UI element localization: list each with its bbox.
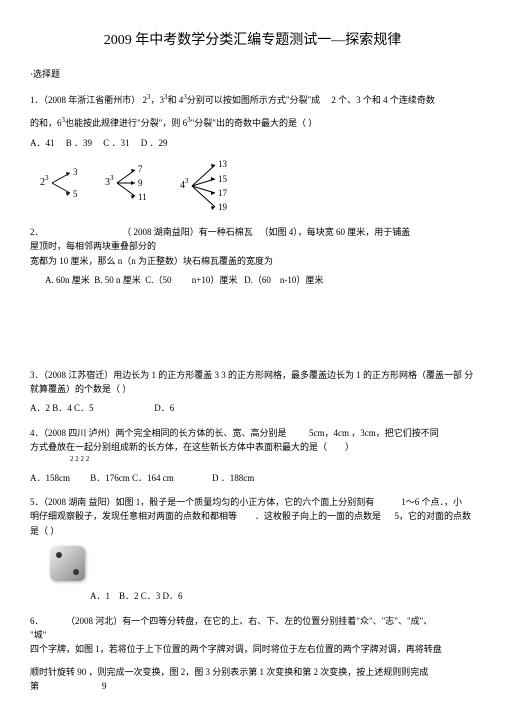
d-n2a: 7 (138, 164, 143, 174)
q6-l3: 四个字牌，如图 1，若将位于上下位置的两个字牌对调，同时将位于左右位置的两个字牌… (30, 642, 475, 656)
q5-opts: A．1 B．2 C．3 D．6 (30, 589, 475, 603)
q1-l2b: 也能按此规律进行"分裂"，则 6 (65, 118, 187, 128)
q2-optb: B. 50 n 厘米 (94, 275, 141, 285)
q1-l2c: "分裂"出的奇数中最大的是（ ） (191, 118, 318, 128)
q4-prefix: 4． (30, 428, 44, 438)
q2-optd: D.（60 (244, 275, 271, 285)
question-6: 6． （2008 河北）有一个四等分转盘，在它的上、右、下、左的位置分别挂着"众… (30, 614, 475, 694)
q1-b4: 分别可以按如图所示方式"分裂"成 (187, 95, 320, 105)
q3-src: （2008 江苏宿迁）用边长为 1 的正方形覆盖 3 3 的正方形网格，最多覆盖… (44, 370, 474, 380)
q1-src: （2008 年浙江省衢州市） (44, 95, 141, 105)
q1-l2a: 的和，6 (30, 118, 62, 128)
page-number: 9 (102, 681, 107, 691)
q2-tail: （如图 4），每块宽 60 厘米，用于铺盖 (260, 227, 411, 237)
section-label: ·选择题 (30, 67, 475, 81)
q3-prefix: 3． (30, 370, 44, 380)
d-n2e: 3 (110, 174, 114, 182)
q6-src: （2008 河北）有一个四等分转盘，在它的上、右、下、左的位置分别挂着"众"、"… (66, 616, 432, 626)
q5-tail: 1～6 个点．，小 (401, 497, 462, 507)
d-n2c: 11 (138, 192, 147, 202)
q1-optd: D ．29 (141, 138, 168, 148)
d-n3b: 15 (218, 174, 228, 184)
q4-optd: D ．188cm (212, 473, 254, 483)
q4-tail: ） (345, 442, 354, 452)
q1-opta: A．41 (30, 138, 55, 148)
q1-tail: 2 个、3 个和 4 个连续奇数 (331, 95, 435, 105)
q1-b2: ，3 (151, 95, 165, 105)
q2-opta: A. 60n 厘米 (45, 275, 90, 285)
q4-optb: B．176cm C．164 cm (90, 473, 174, 483)
dice-icon (50, 546, 85, 581)
question-1: 1．（2008 年浙江省衢州市） 23，33和 43分别可以按如图所示方式"分裂… (30, 92, 475, 215)
d-n1b: 5 (73, 189, 78, 199)
d-n3d: 19 (218, 202, 228, 212)
q1-prefix: 1． (30, 95, 44, 105)
d-n2b: 9 (138, 178, 143, 188)
question-4: 4．（2008 四川 泸州）两个完全相同的长方体的长、宽、高分别是 5cm，4c… (30, 426, 475, 485)
q2-optc: C.（50 (145, 275, 171, 285)
q5-l2: 明仔细观察骰子，发现任意相对两面的点数和都相等 (30, 511, 237, 521)
q2-optc2: n+10）厘米 (192, 275, 238, 285)
q4-dims: 5cm，4cm ，3cm，把它们按不同 (309, 428, 439, 438)
q2-optd2: n-10）厘米 (280, 275, 324, 285)
split-diagram: 23 35 33 7911 43 13151719 (30, 155, 310, 215)
q4-src: （2008 四川 泸州）两个完全相同的长方体的长、宽、高分别是 (44, 428, 287, 438)
q4-opta: A．158cm (30, 473, 70, 483)
d-n1a: 3 (73, 167, 78, 177)
q4-exp: 2 2 2 2 (30, 454, 475, 465)
question-3: 3．（2008 江苏宿迁）用边长为 1 的正方形覆盖 3 3 的正方形网格，最多… (30, 368, 475, 416)
q5-src: （2008 湖南 益阳）如图 1，骰子是一个质量均匀的小正方体，它的六个面上分别… (44, 497, 375, 507)
question-5: 5．（2008 湖南 益阳）如图 1，骰子是一个质量均匀的小正方体，它的六个面上… (30, 495, 475, 604)
q1-optb: B ．39 (66, 138, 92, 148)
q6-l4: 顺时针旋转 90 ，则完成一次变换，图 2，图 3 分别表示第 1 次变换和第 … (30, 667, 428, 691)
q1-optc: C ．31 (103, 138, 129, 148)
q5-tail2: 5，它的对面的点数 (395, 511, 472, 521)
q6-l2: "城" (30, 628, 475, 642)
q4-l2: 方式叠放在一起分别组成新的长方体，在这些新长方体中表面积最大的是（ (30, 442, 327, 452)
q5-mid: ．这枚骰子向上的一面的点数是 (255, 511, 381, 521)
q5-prefix: 5． (30, 497, 44, 507)
q2-src: （ 2008 湖南益阳）有一种石棉瓦 (122, 227, 253, 237)
q3-l2: 就算覆盖）的个数是（ ） (30, 382, 475, 396)
q6-prefix: 6． (30, 616, 44, 626)
q2-l3: 宽都为 10 厘米，那么 n（n 为正整数）块石棉瓦覆盖的宽度为 (30, 254, 475, 268)
q3-opts: A．2 B．4 C．5 (30, 403, 94, 413)
q3-optd: D．6 (154, 403, 174, 413)
question-2: 2． （ 2008 湖南益阳）有一种石棉瓦 （如图 4），每块宽 60 厘米，用… (30, 225, 475, 288)
d-n3e: 3 (185, 177, 189, 185)
q2-l2: 屋顶时，每相邻两块重叠部分的 (30, 239, 475, 253)
q2-prefix: 2． (30, 227, 44, 237)
page-title: 2009 年中考数学分类汇编专题测试一—探索规律 (30, 30, 475, 52)
d-n3a: 13 (218, 159, 228, 169)
q1-b3: 和 4 (168, 95, 184, 105)
d-n1e: 3 (45, 174, 49, 182)
d-n3c: 17 (218, 188, 228, 198)
q5-l3: 是（ ） (30, 524, 475, 538)
